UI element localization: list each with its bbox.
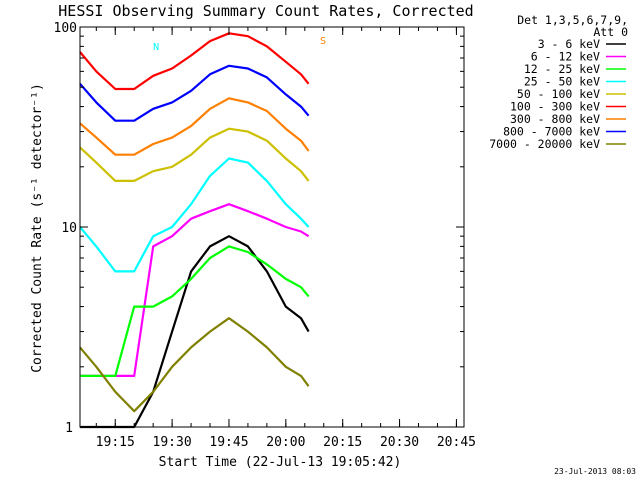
legend-label: 3 - 6 keV bbox=[538, 37, 600, 51]
axes bbox=[79, 26, 465, 428]
legend-title-line-2: Att 0 bbox=[593, 25, 628, 39]
plot-area bbox=[79, 32, 310, 429]
legend-label: 50 - 100 keV bbox=[517, 87, 600, 101]
series-line-8 bbox=[79, 317, 310, 413]
annotation-n: N bbox=[153, 42, 159, 53]
series-line-1 bbox=[80, 203, 310, 377]
series-line-2 bbox=[80, 245, 310, 377]
legend-label: 6 - 12 keV bbox=[531, 50, 600, 64]
x-tick-label: 20:30 bbox=[380, 435, 419, 450]
chart-title: HESSI Observing Summary Count Rates, Cor… bbox=[58, 2, 473, 20]
series-line-5 bbox=[79, 32, 310, 91]
series-line-0 bbox=[80, 235, 310, 429]
legend-label: 100 - 300 keV bbox=[510, 100, 600, 114]
legend-label: 800 - 7000 keV bbox=[503, 125, 600, 139]
y-tick-label-10: 10 bbox=[61, 221, 77, 236]
legend-title-line-1: Det 1,3,5,6,7,9, bbox=[517, 13, 628, 27]
series-line-6 bbox=[79, 97, 310, 156]
legend-label: 12 - 25 keV bbox=[524, 62, 600, 76]
generation-timestamp: 23-Jul-2013 08:03 bbox=[554, 467, 636, 476]
series-line-4 bbox=[79, 127, 310, 182]
x-tick-label: 19:30 bbox=[153, 435, 192, 450]
y-axis-label: Corrected Count Rate (s⁻¹ detector⁻¹) bbox=[30, 83, 45, 373]
legend-label: 25 - 50 keV bbox=[524, 75, 600, 89]
y-tick-label-1: 1 bbox=[65, 421, 73, 436]
x-axis-label: Start Time (22-Jul-13 19:05:42) bbox=[159, 455, 402, 470]
x-tick-label: 19:45 bbox=[209, 435, 248, 450]
annotation-s: S bbox=[320, 36, 326, 47]
legend-label: 7000 - 20000 keV bbox=[489, 137, 600, 151]
series-line-7 bbox=[79, 64, 310, 122]
legend-label: 300 - 800 keV bbox=[510, 112, 600, 126]
x-tick-label: 19:15 bbox=[96, 435, 135, 450]
series-line-3 bbox=[79, 157, 310, 273]
x-tick-label: 20:45 bbox=[437, 435, 476, 450]
x-tick-label: 20:15 bbox=[323, 435, 362, 450]
y-tick-label-100: 100 bbox=[54, 21, 77, 36]
x-tick-label: 20:00 bbox=[266, 435, 305, 450]
